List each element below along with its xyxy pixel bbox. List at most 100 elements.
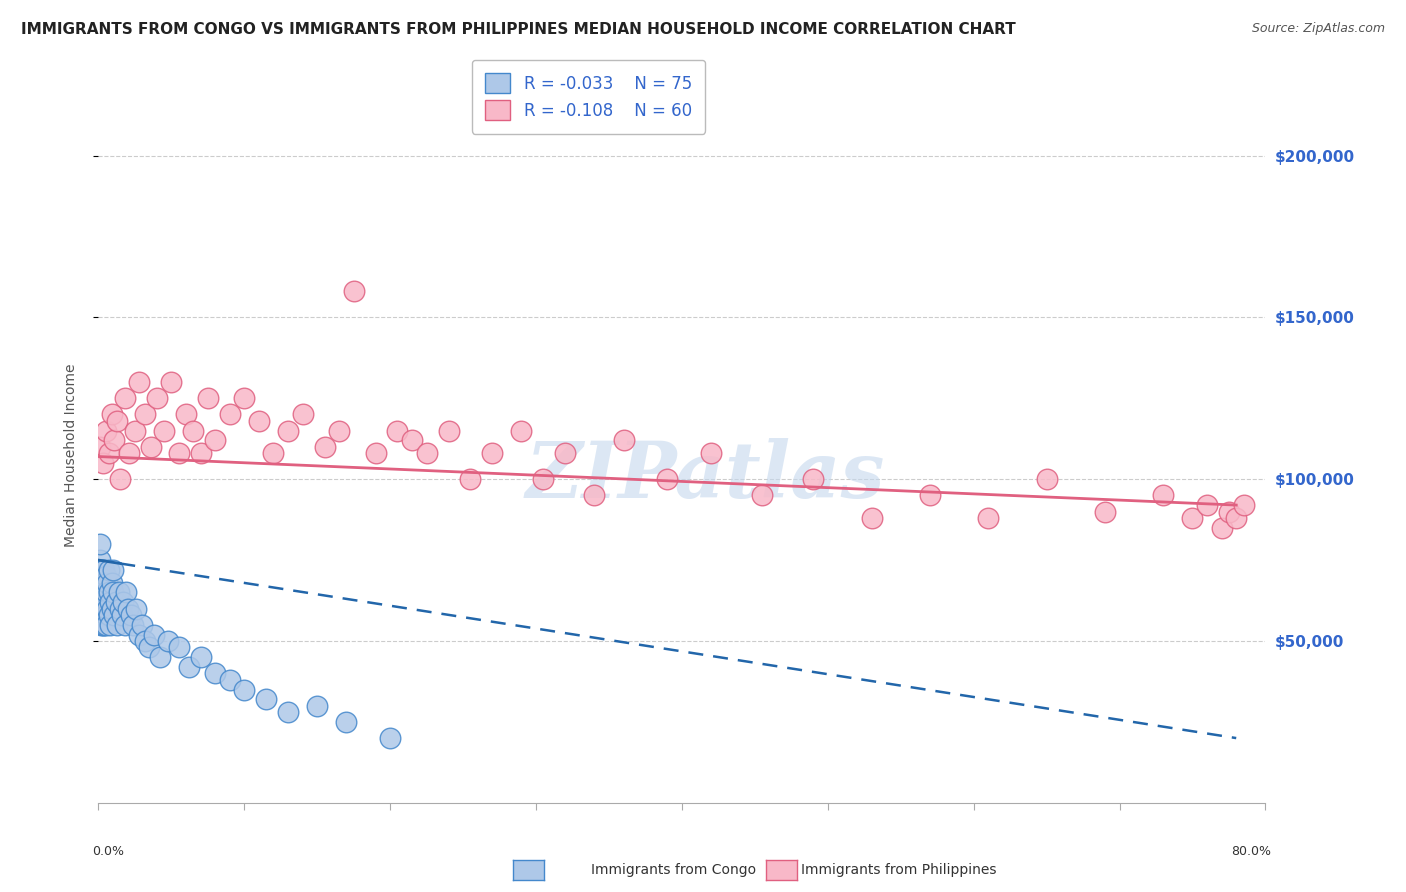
Point: [387, 424, 409, 438]
Point: [91, 575, 114, 590]
Point: [94, 608, 117, 623]
Point: [167, 640, 190, 655]
Point: [103, 434, 125, 448]
Point: [343, 285, 366, 299]
Point: [100, 408, 122, 422]
Point: [115, 585, 138, 599]
Point: [139, 440, 162, 454]
Point: [128, 627, 150, 641]
Point: [177, 660, 200, 674]
Point: [262, 446, 284, 460]
Point: [91, 456, 114, 470]
Point: [190, 650, 212, 665]
Point: [90, 569, 112, 583]
Point: [134, 408, 156, 422]
Point: [105, 414, 128, 428]
Point: [93, 575, 115, 590]
Point: [110, 472, 132, 486]
Point: [114, 392, 136, 406]
Point: [91, 595, 114, 609]
Point: [1195, 498, 1218, 512]
Point: [233, 682, 256, 697]
Point: [751, 488, 773, 502]
Point: [91, 563, 114, 577]
Text: 0.0%: 0.0%: [93, 845, 125, 857]
Point: [510, 424, 533, 438]
Point: [977, 511, 1000, 525]
Point: [94, 585, 117, 599]
Point: [96, 575, 118, 590]
Point: [1225, 511, 1247, 525]
Point: [181, 424, 204, 438]
Point: [90, 575, 112, 590]
Point: [197, 392, 219, 406]
Point: [97, 446, 120, 460]
Text: 80.0%: 80.0%: [1232, 845, 1271, 857]
Point: [91, 585, 114, 599]
Point: [112, 595, 135, 609]
Point: [104, 595, 127, 609]
Point: [117, 601, 139, 615]
Point: [167, 446, 190, 460]
Point: [91, 617, 114, 632]
Point: [89, 563, 111, 577]
Point: [1218, 504, 1240, 518]
Point: [125, 601, 148, 615]
Point: [401, 434, 423, 448]
Point: [860, 511, 883, 525]
Point: [1035, 472, 1057, 486]
Point: [204, 434, 226, 448]
Point: [97, 563, 120, 577]
Point: [160, 375, 183, 389]
Point: [612, 434, 634, 448]
Point: [124, 424, 146, 438]
Point: [90, 617, 112, 632]
Point: [254, 692, 277, 706]
Point: [98, 617, 121, 632]
Point: [89, 440, 111, 454]
Point: [157, 634, 180, 648]
Point: [364, 446, 387, 460]
Text: IMMIGRANTS FROM CONGO VS IMMIGRANTS FROM PHILIPPINES MEDIAN HOUSEHOLD INCOME COR: IMMIGRANTS FROM CONGO VS IMMIGRANTS FROM…: [21, 22, 1017, 37]
Point: [437, 424, 460, 438]
Point: [146, 392, 169, 406]
Point: [89, 537, 111, 551]
Point: [90, 595, 112, 609]
Point: [247, 414, 270, 428]
Point: [1094, 504, 1116, 518]
Point: [120, 608, 142, 623]
Point: [554, 446, 576, 460]
Point: [108, 585, 131, 599]
Point: [94, 569, 117, 583]
Point: [91, 608, 114, 623]
Point: [218, 673, 240, 687]
Point: [128, 375, 150, 389]
Text: ZIPatlas: ZIPatlas: [526, 438, 884, 514]
Point: [101, 563, 124, 577]
Point: [918, 488, 941, 502]
Point: [96, 601, 118, 615]
Point: [460, 472, 482, 486]
Point: [415, 446, 437, 460]
Point: [94, 617, 117, 632]
Point: [97, 585, 120, 599]
Point: [1181, 511, 1204, 525]
Point: [233, 392, 256, 406]
Point: [531, 472, 554, 486]
Point: [93, 617, 115, 632]
Point: [103, 608, 125, 623]
Point: [1152, 488, 1174, 502]
Point: [174, 408, 197, 422]
Point: [277, 424, 299, 438]
Point: [118, 446, 141, 460]
Point: [91, 601, 114, 615]
Point: [380, 731, 402, 745]
Point: [131, 617, 153, 632]
Point: [481, 446, 503, 460]
Point: [90, 601, 112, 615]
Point: [204, 666, 226, 681]
Point: [93, 563, 115, 577]
Point: [142, 627, 165, 641]
Point: [89, 569, 111, 583]
Point: [138, 640, 160, 655]
